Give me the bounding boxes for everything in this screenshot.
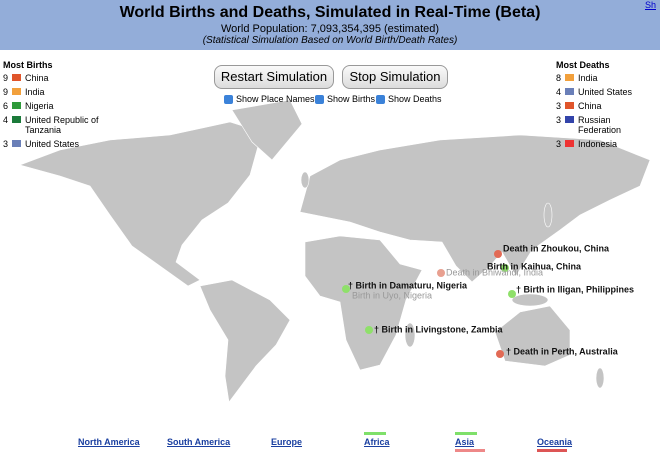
flag xyxy=(565,74,575,81)
corner-link[interactable]: Sh xyxy=(644,0,656,10)
stat-name: China xyxy=(578,101,602,111)
region-link[interactable]: Europe xyxy=(271,437,303,447)
flag xyxy=(12,116,22,123)
stat-title: Most Births xyxy=(3,60,53,70)
checkbox[interactable]: Show Births xyxy=(315,94,375,104)
south-america xyxy=(199,279,291,403)
region-link[interactable]: South America xyxy=(167,437,231,447)
flag xyxy=(12,102,22,109)
stat-name: Russian Federation xyxy=(578,115,622,135)
region-link[interactable]: Africa xyxy=(364,437,390,447)
stat-row: 3 United States xyxy=(3,139,113,149)
stat-count: 3 xyxy=(556,101,562,111)
japan xyxy=(543,202,553,228)
flag xyxy=(12,74,22,81)
event-dot xyxy=(437,269,445,277)
new-zealand xyxy=(595,367,605,389)
checkbox-label: Show Deaths xyxy=(388,94,442,104)
region-bar xyxy=(364,432,386,435)
event-label: † Birth in Damaturu, Nigeria xyxy=(348,280,468,290)
event-label: Birth in Kaihua, China xyxy=(487,261,582,271)
stat-name: India xyxy=(578,73,598,83)
button[interactable]: Stop Simulation xyxy=(342,65,448,89)
north-america xyxy=(19,121,263,287)
indonesia xyxy=(511,293,549,307)
checkbox[interactable]: Show Place Names xyxy=(224,94,315,104)
stat-name: China xyxy=(25,73,49,83)
stat-list: Most Births 9 China 9 India 6 Nigeria 4 United R… xyxy=(3,60,113,153)
region-bar xyxy=(537,449,567,452)
event-label: Death in Zhoukou, China xyxy=(503,243,610,253)
event-label: Death in Bhiwandi, India xyxy=(446,267,543,277)
event-dot xyxy=(342,285,350,293)
title: World Births and Deaths, Simulated in Re… xyxy=(119,4,541,21)
madagascar xyxy=(404,322,416,348)
africa xyxy=(304,235,423,371)
region-link[interactable]: Asia xyxy=(455,437,475,447)
event-dot xyxy=(508,290,516,298)
australia xyxy=(494,305,571,367)
event-dot xyxy=(501,264,509,272)
stat-count: 3 xyxy=(3,139,9,149)
eurasia xyxy=(299,134,651,283)
greenland xyxy=(231,99,303,161)
event-label: † Death in Perth, Australia xyxy=(506,346,619,356)
button[interactable]: Restart Simulation xyxy=(214,65,334,89)
stat-name: United States xyxy=(25,139,80,149)
stat-row: 6 Nigeria xyxy=(3,101,113,111)
event-label: † Birth in Iligan, Philippines xyxy=(516,284,634,294)
britain xyxy=(300,171,310,189)
stat-count: 9 xyxy=(3,87,9,97)
stat-name: India xyxy=(25,87,45,97)
header: World Births and Deaths, Simulated in Re… xyxy=(0,0,660,50)
event-dot xyxy=(365,326,373,334)
stat-name: United Republic of Tanzania xyxy=(25,115,99,135)
stat-count: 3 xyxy=(556,139,562,149)
stat-name: Indonesia xyxy=(578,139,618,149)
stat-list: Most Deaths 8 India 4 United States 3 China 3 Ru… xyxy=(556,60,656,153)
flag xyxy=(565,102,575,109)
flag xyxy=(565,88,575,95)
flag xyxy=(12,88,22,95)
stat-row: 9 India xyxy=(3,87,113,97)
event-label: † Birth in Livingstone, Zambia xyxy=(374,324,504,334)
stat-count: 6 xyxy=(3,101,9,111)
subtitle: (Statistical Simulation Based on World B… xyxy=(202,35,458,46)
stat-count: 8 xyxy=(556,73,562,83)
stat-row: 3 Russian Federation xyxy=(556,115,656,135)
checkbox-label: Show Place Names xyxy=(236,94,315,104)
event-label: Birth in Uyo, Nigeria xyxy=(352,290,432,300)
event-dot xyxy=(496,350,504,358)
stat-count: 4 xyxy=(556,87,562,97)
event-dot xyxy=(494,250,502,258)
flag xyxy=(12,140,22,147)
region-link[interactable]: Oceania xyxy=(537,437,573,447)
region-link[interactable]: North America xyxy=(78,437,140,447)
flag xyxy=(565,116,575,123)
stat-count: 9 xyxy=(3,73,9,83)
population: World Population: 7,093,354,395 (estimat… xyxy=(220,23,440,35)
checkbox-box xyxy=(315,94,324,104)
stat-name: Nigeria xyxy=(25,101,54,111)
stat-row: 9 China xyxy=(3,73,113,83)
checkbox[interactable]: Show Deaths xyxy=(376,94,442,104)
stat-row: 8 India xyxy=(556,73,656,83)
region-bar xyxy=(455,432,477,435)
stat-count: 4 xyxy=(3,115,9,125)
flag xyxy=(565,140,575,147)
stat-name: United States xyxy=(578,87,633,97)
stat-row: 3 Indonesia xyxy=(556,139,656,149)
checkbox-box xyxy=(224,94,233,104)
checkbox-label: Show Births xyxy=(327,94,376,104)
stat-title: Most Deaths xyxy=(556,60,610,70)
stat-row: 3 China xyxy=(556,101,656,111)
region-bar xyxy=(455,449,485,452)
stat-row: 4 United States xyxy=(556,87,656,97)
stat-row: 4 United Republic of Tanzania xyxy=(3,115,113,135)
stat-count: 3 xyxy=(556,115,562,125)
checkbox-box xyxy=(376,94,385,104)
